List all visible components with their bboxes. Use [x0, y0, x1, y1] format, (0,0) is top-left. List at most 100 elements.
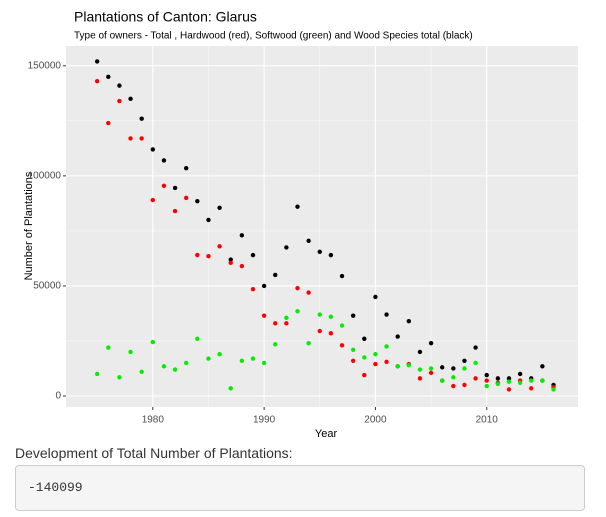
point: [106, 345, 111, 350]
point: [273, 272, 278, 278]
point: [206, 254, 211, 259]
point: [150, 147, 156, 152]
point: [261, 313, 267, 318]
point: [117, 98, 122, 104]
point: [362, 336, 367, 341]
point: [551, 387, 556, 392]
point: [284, 315, 289, 321]
point: [462, 358, 467, 363]
point: [217, 244, 222, 249]
point: [295, 204, 300, 209]
point: [362, 372, 367, 378]
point: [506, 376, 512, 381]
output-label: Development of Total Number of Plantatio…: [15, 445, 293, 461]
y-tick-label: 50000: [33, 281, 61, 292]
point: [284, 321, 289, 326]
point: [440, 378, 445, 383]
point: [339, 343, 345, 348]
point: [384, 359, 389, 365]
point: [228, 257, 233, 262]
y-axis-title: Number of Plantations: [23, 171, 35, 280]
point: [440, 365, 445, 370]
point: [317, 249, 322, 255]
point: [150, 197, 156, 203]
point: [339, 323, 345, 328]
point: [117, 83, 122, 88]
point: [117, 375, 122, 380]
point: [506, 379, 512, 384]
point: [484, 372, 489, 378]
x-tick-label: 1990: [253, 415, 276, 426]
point: [529, 378, 534, 383]
point: [184, 195, 189, 201]
point: [228, 260, 233, 266]
point: [328, 331, 334, 336]
point: [306, 290, 311, 295]
point: [350, 347, 356, 352]
point: [239, 233, 245, 238]
point: [306, 238, 311, 244]
point: [128, 96, 133, 102]
point: [428, 370, 434, 376]
point: [195, 198, 200, 204]
plot-panel: [66, 46, 578, 407]
chart-title: Plantations of Canton: Glarus: [74, 9, 257, 25]
point: [373, 351, 378, 357]
point: [384, 344, 389, 349]
point: [473, 345, 478, 350]
x-axis-title: Year: [315, 428, 338, 440]
point: [184, 165, 189, 171]
point: [161, 364, 167, 369]
point: [484, 378, 489, 383]
point: [295, 285, 300, 291]
point: [172, 367, 178, 372]
output-value: -140099: [15, 465, 585, 511]
x-tick-label: 2010: [476, 415, 499, 426]
point: [350, 358, 356, 363]
point: [273, 321, 278, 326]
point: [195, 336, 200, 341]
point: [517, 380, 523, 385]
point: [250, 252, 256, 258]
point: [451, 366, 456, 371]
point: [206, 217, 211, 223]
point: [172, 185, 178, 191]
point: [373, 294, 378, 300]
point: [106, 120, 111, 126]
point: [94, 59, 100, 64]
point: [206, 356, 211, 361]
point: [328, 314, 334, 319]
point: [339, 273, 345, 279]
point: [184, 360, 189, 366]
point: [94, 371, 100, 377]
point: [417, 349, 423, 355]
point: [451, 375, 456, 380]
point: [384, 312, 389, 317]
point: [195, 252, 200, 258]
point: [540, 364, 545, 369]
point: [462, 366, 467, 371]
point: [451, 383, 456, 389]
point: [139, 369, 144, 374]
point: [161, 183, 167, 188]
point: [428, 366, 434, 371]
point: [473, 360, 478, 366]
point: [161, 158, 167, 163]
point: [239, 358, 245, 363]
point: [250, 356, 256, 361]
chart-subtitle: Type of owners - Total , Hardwood (red),…: [74, 31, 473, 42]
point: [540, 378, 545, 383]
point: [172, 208, 178, 214]
point: [473, 376, 478, 381]
point: [517, 371, 523, 377]
point: [495, 376, 501, 381]
point: [417, 367, 423, 372]
point: [250, 287, 256, 292]
point: [373, 361, 378, 367]
point: [150, 339, 156, 345]
point: [261, 360, 267, 366]
point: [261, 283, 267, 289]
point: [217, 351, 222, 357]
point: [484, 383, 489, 389]
point: [328, 252, 334, 258]
